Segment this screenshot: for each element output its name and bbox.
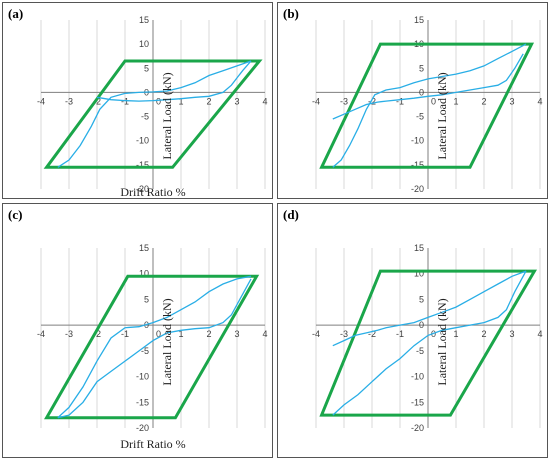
hysteresis-curve-c-1 <box>57 275 252 419</box>
x-tick-label: 0 <box>156 96 161 106</box>
x-tick-label: -2 <box>93 329 101 339</box>
x-tick-label: -1 <box>396 329 404 339</box>
x-axis-label: Drift Ratio % <box>120 185 185 199</box>
y-tick-label: -10 <box>411 136 424 146</box>
chart-panel-a: 15 10 5 0 -5 -10 -15 -20 -4 -3 -2 -1 1 2 3 4 0 Lateral Lo… <box>2 2 273 199</box>
envelope-a <box>43 59 263 169</box>
y-tick-label: -5 <box>141 112 149 122</box>
y-tick-label: 15 <box>139 243 149 253</box>
y-tick-label: -15 <box>411 160 424 170</box>
y-tick-label: 15 <box>139 15 149 25</box>
hysteresis-curve-a-1 <box>57 60 252 168</box>
x-tick-label: 0 <box>431 96 436 106</box>
y-tick-label: 5 <box>144 63 149 73</box>
chart-panel-b: 15 10 5 0 -5 -10 -15 -20 -4 -3 -2 -1 1 2 3 4 0 Lateral Lo… <box>277 2 548 199</box>
y-tick-label: 10 <box>139 269 149 279</box>
x-tick-label: 2 <box>481 329 486 339</box>
y-tick-label: 10 <box>139 39 149 49</box>
x-tick-label: 2 <box>206 329 211 339</box>
x-tick-label: 4 <box>262 96 267 106</box>
y-tick-label: -20 <box>136 423 149 433</box>
envelope-d <box>319 269 538 417</box>
x-tick-label: -2 <box>368 96 376 106</box>
y-tick-label: 15 <box>414 15 424 25</box>
y-tick-label: 10 <box>414 269 424 279</box>
x-axis-label: Drift Ratio % <box>120 437 185 451</box>
y-tick-label: -5 <box>416 112 424 122</box>
x-tick-label: 1 <box>453 329 458 339</box>
hysteresis-curve-b-1 <box>332 43 527 168</box>
hysteresis-curve-d-2 <box>332 270 527 416</box>
x-tick-label: 3 <box>234 329 239 339</box>
y-axis-label: Lateral Load (kN) <box>435 298 449 385</box>
y-tick-label: -15 <box>136 160 149 170</box>
y-tick-label: -5 <box>141 346 149 356</box>
panel-label-a: (a) <box>8 6 24 21</box>
y-tick-label: 5 <box>419 294 424 304</box>
x-tick-label: 2 <box>481 96 486 106</box>
envelope-c <box>44 274 260 420</box>
y-axis-label: Lateral Load (kN) <box>160 298 174 385</box>
x-tick-label: -4 <box>37 96 45 106</box>
x-tick-label: 1 <box>178 329 183 339</box>
y-tick-label: 15 <box>414 243 424 253</box>
x-tick-label: -1 <box>121 96 129 106</box>
x-tick-label: -3 <box>340 96 348 106</box>
y-tick-label: -20 <box>136 184 149 194</box>
y-tick-label: 0 <box>419 320 424 330</box>
x-tick-label: 1 <box>178 96 183 106</box>
y-tick-label: -10 <box>136 136 149 146</box>
y-tick-label: -15 <box>136 397 149 407</box>
y-tick-label: 5 <box>419 63 424 73</box>
x-tick-label: -4 <box>312 329 320 339</box>
y-axis-label: Lateral Load (kN) <box>435 72 449 159</box>
x-tick-label: -3 <box>65 96 73 106</box>
x-tick-label: 3 <box>234 96 239 106</box>
panel-label-c: (c) <box>8 207 23 222</box>
x-tick-label: -4 <box>312 96 320 106</box>
x-tick-label: -3 <box>340 329 348 339</box>
x-tick-label: 1 <box>453 96 458 106</box>
y-tick-label: -20 <box>411 184 424 194</box>
envelope-b <box>319 42 535 169</box>
y-tick-label: 0 <box>419 87 424 97</box>
x-tick-label: 4 <box>262 329 267 339</box>
chart-panel-d: 15 10 5 0 -5 -10 -15 -20 -4 -3 -2 -1 1 2 3 4 0 Lateral Lo… <box>277 203 548 458</box>
x-tick-label: 0 <box>431 329 436 339</box>
x-tick-label: 0 <box>156 329 161 339</box>
y-tick-label: 5 <box>144 294 149 304</box>
y-axis-label: Lateral Load (kN) <box>160 72 174 159</box>
hysteresis-curve-b-2 <box>332 53 524 120</box>
y-tick-label: -10 <box>411 372 424 382</box>
x-tick-label: 3 <box>509 96 514 106</box>
y-tick-label: -20 <box>411 423 424 433</box>
hysteresis-curve-d-1 <box>332 270 527 347</box>
panel-label-b: (b) <box>283 6 299 21</box>
hysteresis-curve-a-2 <box>96 60 252 102</box>
y-tick-label: -5 <box>416 346 424 356</box>
x-tick-label: -1 <box>121 329 129 339</box>
chart-panel-c: 15 10 5 0 -5 -10 -15 -20 -4 -3 -2 -1 1 2 3 4 0 Lateral Lo… <box>2 203 273 458</box>
hysteresis-curve-c-2 <box>57 278 252 419</box>
x-tick-label: -3 <box>65 329 73 339</box>
x-tick-label: 3 <box>509 329 514 339</box>
panel-label-d: (d) <box>283 207 299 222</box>
x-tick-label: 4 <box>537 96 542 106</box>
x-tick-label: 4 <box>537 329 542 339</box>
x-tick-label: -2 <box>368 329 376 339</box>
x-tick-label: 2 <box>206 96 211 106</box>
x-tick-label: -1 <box>396 96 404 106</box>
y-tick-label: -15 <box>411 397 424 407</box>
y-tick-label: -10 <box>136 372 149 382</box>
x-tick-label: -4 <box>37 329 45 339</box>
